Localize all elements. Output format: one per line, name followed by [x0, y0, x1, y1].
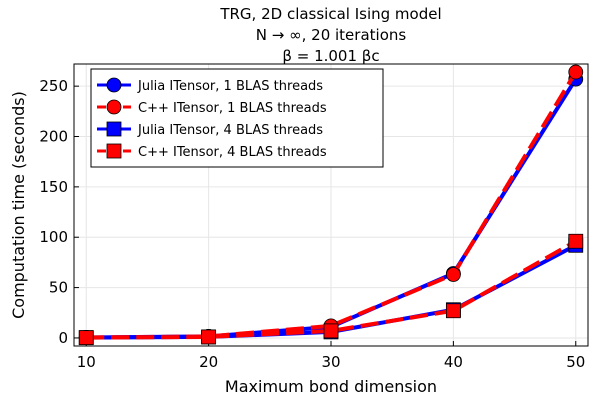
- chart-title-line-2: N → ∞, 20 iterations: [256, 26, 407, 44]
- legend-marker: [106, 121, 122, 137]
- legend-box: [90, 68, 384, 168]
- legend-entry: C++ ITensor, 1 BLAS threads: [97, 99, 327, 116]
- y-axis-ticks: 0 50 100 150 200 250: [39, 77, 79, 347]
- y-tick-label: 250: [39, 77, 68, 95]
- data-point: [78, 330, 94, 346]
- chart-title-line-3: β = 1.001 βc: [282, 47, 379, 65]
- y-tick-label: 150: [39, 178, 68, 196]
- series-4: [78, 233, 584, 346]
- data-point: [201, 329, 217, 345]
- y-tick-label: 50: [49, 279, 68, 297]
- legend-entry: Julia ITensor, 1 BLAS threads: [97, 77, 323, 94]
- legend-marker: [106, 77, 122, 93]
- data-point: [445, 303, 461, 319]
- y-tick-label: 100: [39, 228, 68, 246]
- chart-title: TRG, 2D classical Ising model N → ∞, 20 …: [219, 5, 441, 65]
- series-lines: [78, 64, 584, 346]
- x-tick-label: 10: [77, 353, 96, 371]
- x-tick-label: 20: [199, 353, 218, 371]
- x-tick-label: 50: [566, 353, 585, 371]
- legend-label: Julia ITensor, 4 BLAS threads: [137, 123, 323, 138]
- data-point: [445, 267, 461, 282]
- series-line: [86, 239, 577, 340]
- legend-label: C++ ITensor, 4 BLAS threads: [138, 145, 327, 160]
- x-axis-ticks: 10 20 30 40 50: [77, 341, 585, 371]
- data-point: [568, 64, 584, 80]
- chart-title-line-1: TRG, 2D classical Ising model: [219, 5, 441, 23]
- data-point: [568, 233, 584, 249]
- legend-label: C++ ITensor, 1 BLAS threads: [138, 101, 327, 116]
- legend-entry: Julia ITensor, 4 BLAS threads: [97, 121, 323, 138]
- x-tick-label: 30: [321, 353, 340, 371]
- x-tick-label: 40: [444, 353, 463, 371]
- legend-marker: [106, 99, 122, 115]
- legend-marker: [106, 143, 122, 159]
- y-tick-label: 200: [39, 128, 68, 146]
- y-axis-label: Computation time (seconds): [9, 91, 28, 319]
- legend-entry: C++ ITensor, 4 BLAS threads: [97, 143, 327, 160]
- legend-label: Julia ITensor, 1 BLAS threads: [137, 79, 323, 94]
- legend: Julia ITensor, 1 BLAS threads C++ ITensor…: [90, 68, 384, 168]
- x-axis-label: Maximum bond dimension: [225, 377, 437, 396]
- y-tick-label: 0: [58, 329, 68, 347]
- data-point: [323, 323, 339, 339]
